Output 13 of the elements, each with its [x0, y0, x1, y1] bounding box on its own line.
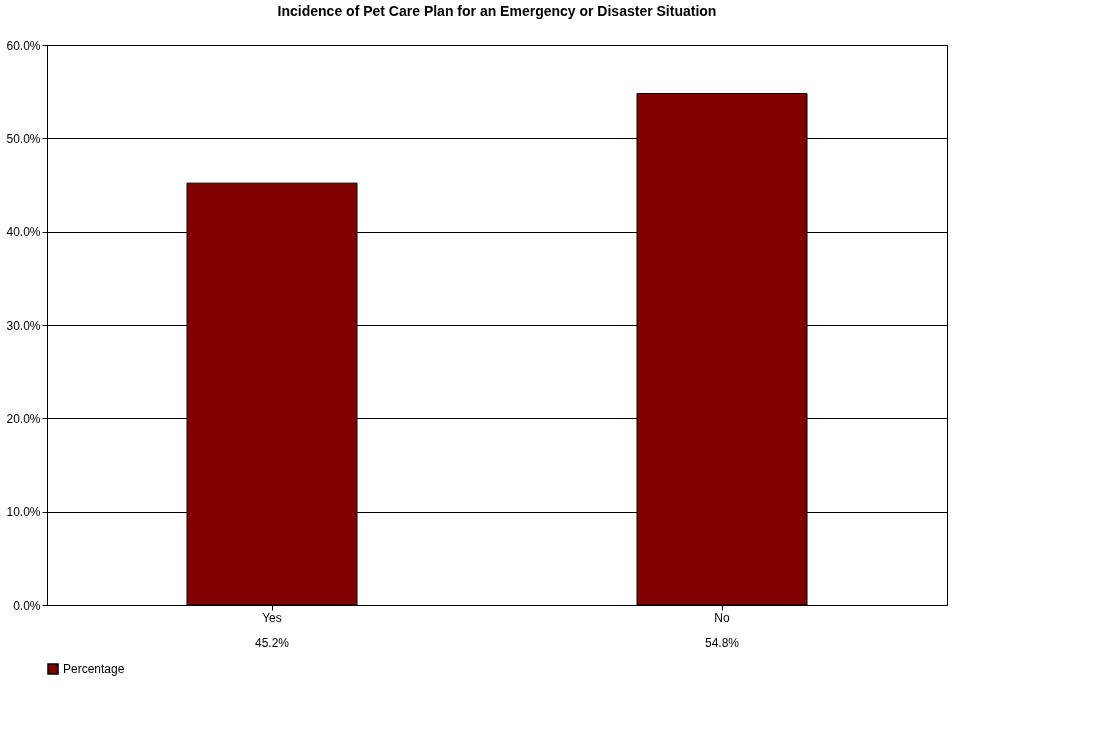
x-tick-label: Yes — [262, 610, 282, 625]
y-tick-label: 0.0% — [13, 598, 41, 613]
y-tick-label: 50.0% — [6, 131, 41, 146]
chart-title: Incidence of Pet Care Plan for an Emergency or Disaster Situation — [277, 3, 717, 19]
data-label: 45.2% — [254, 636, 290, 650]
y-tick-label: 20.0% — [6, 411, 41, 426]
data-label: 54.8% — [704, 636, 740, 650]
y-tick-label: 30.0% — [6, 318, 41, 333]
y-tick-label: 40.0% — [6, 225, 41, 240]
legend-label: Percentage — [63, 662, 125, 676]
x-tick-label: No — [714, 610, 730, 625]
y-tick-label: 60.0% — [6, 38, 41, 53]
y-tick-label: 10.0% — [6, 505, 41, 520]
